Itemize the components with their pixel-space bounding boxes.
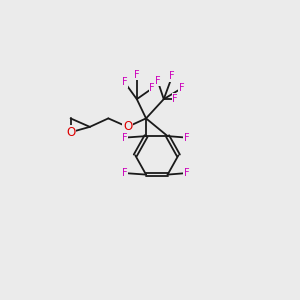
Text: F: F bbox=[122, 168, 127, 178]
Text: F: F bbox=[122, 77, 127, 87]
Text: O: O bbox=[66, 126, 75, 139]
Text: F: F bbox=[184, 168, 190, 178]
Text: F: F bbox=[184, 133, 190, 142]
Text: F: F bbox=[169, 71, 175, 81]
Text: F: F bbox=[172, 94, 178, 104]
Text: F: F bbox=[149, 83, 155, 93]
Text: F: F bbox=[134, 70, 140, 80]
Text: O: O bbox=[123, 120, 132, 134]
Text: F: F bbox=[122, 133, 127, 142]
Text: F: F bbox=[179, 83, 184, 93]
Text: F: F bbox=[155, 76, 161, 86]
